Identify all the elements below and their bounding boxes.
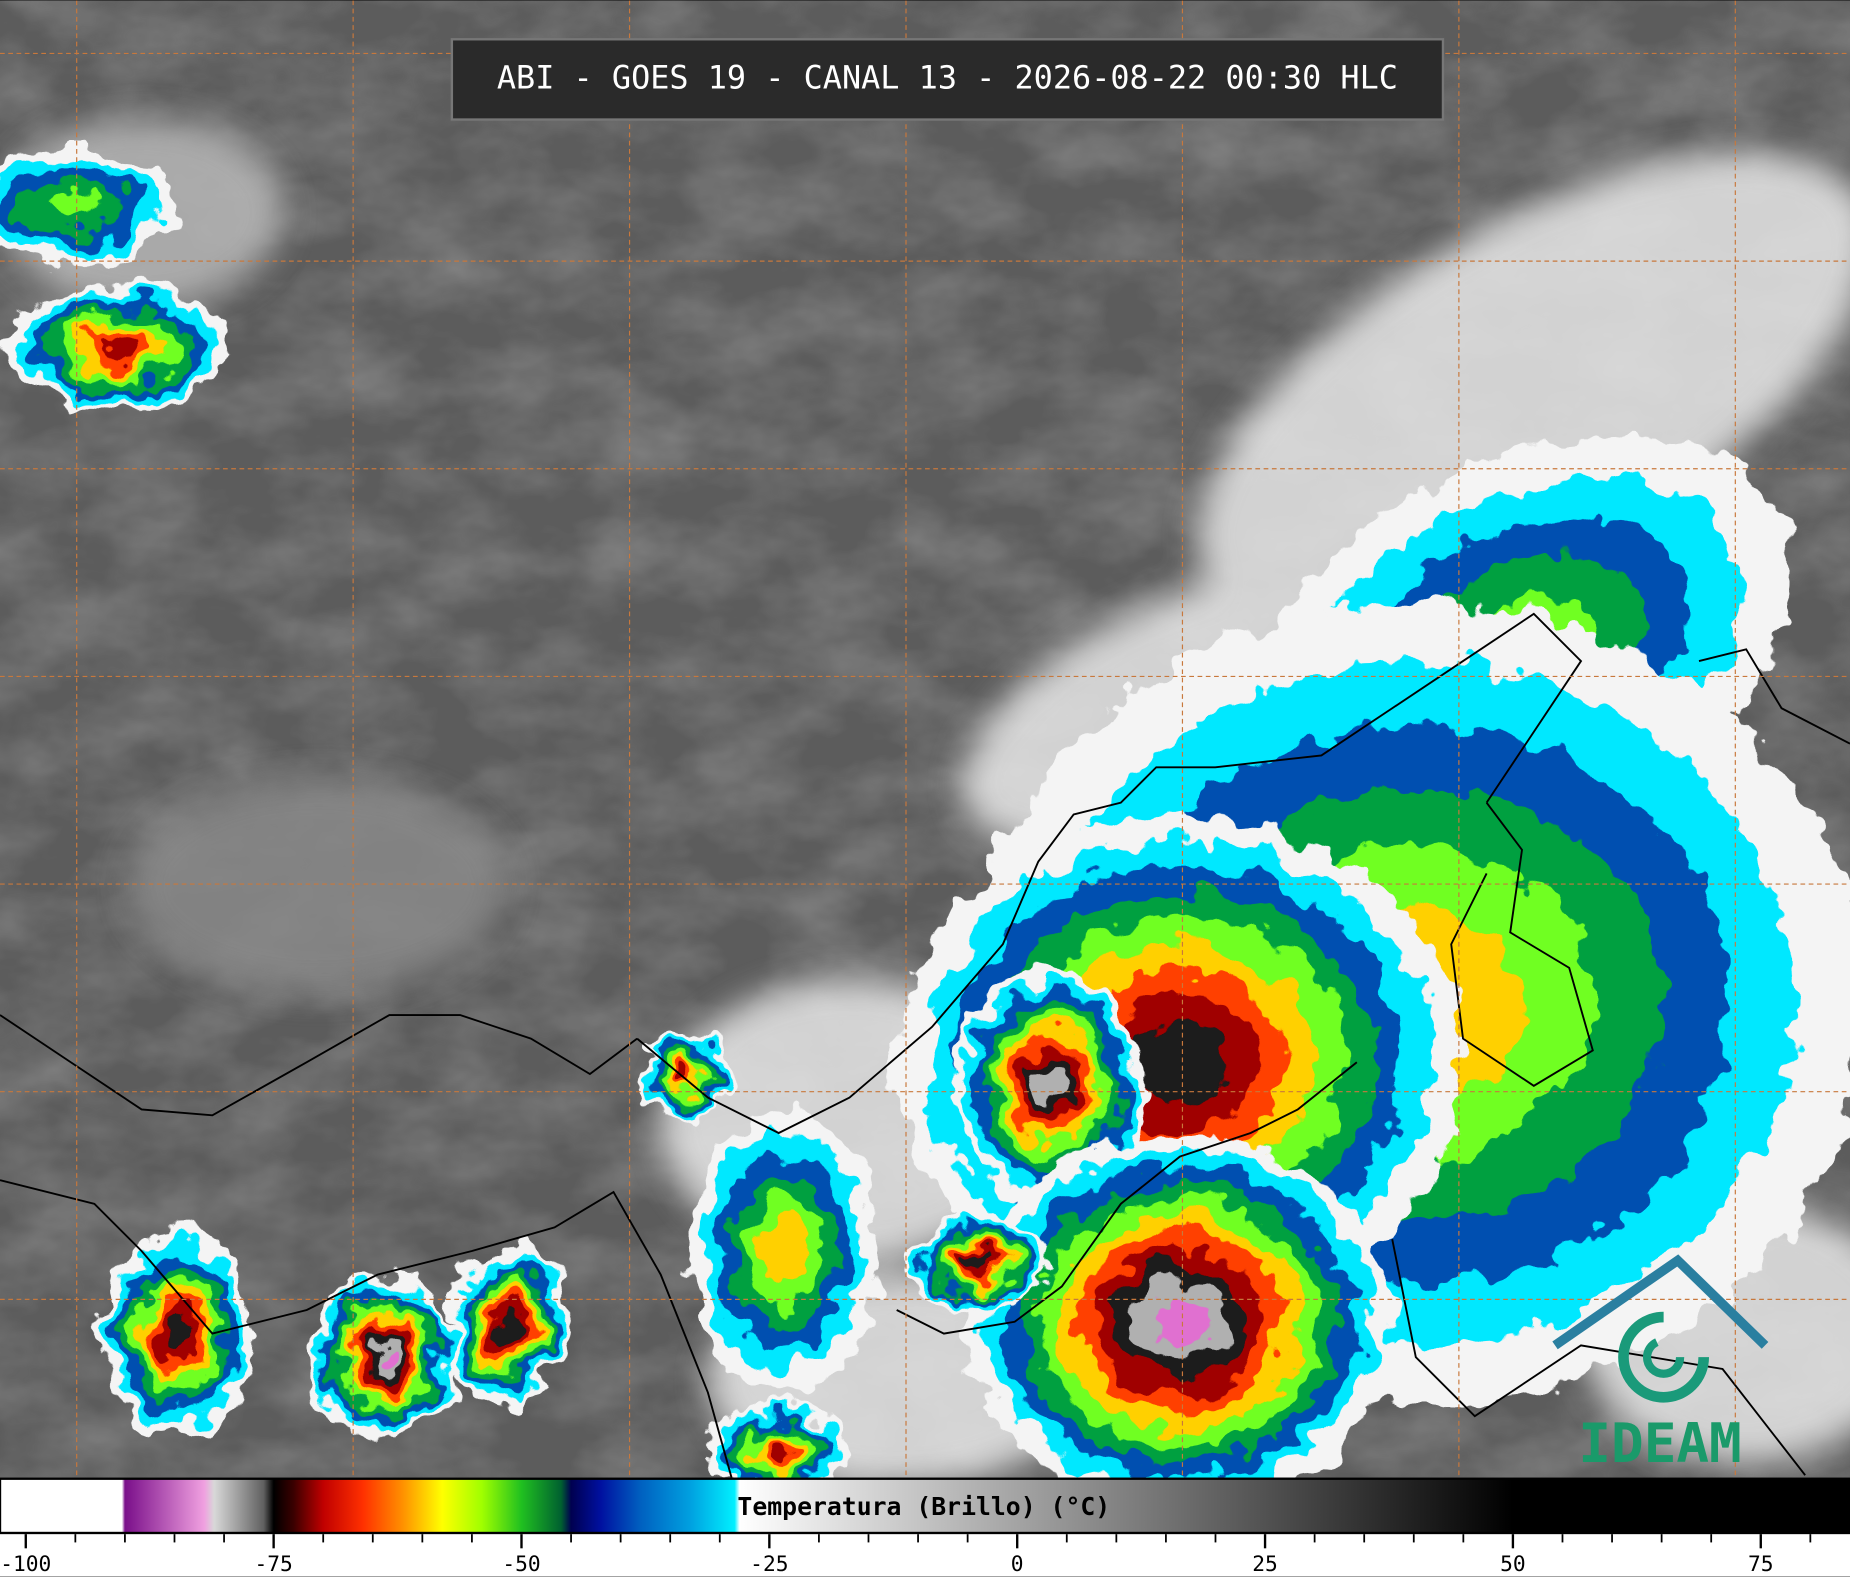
logo-swirl-inner — [1642, 1336, 1685, 1378]
colorbar-label: Temperatura (Brillo) (°C) — [737, 1492, 1110, 1521]
colorbar: -100 -75 -50 -25 0 25 50 75 Temperatura (Brillo)… — [0, 1477, 1850, 1577]
tick-label: -100 — [0, 1552, 51, 1577]
colorbar-strip — [0, 1477, 1850, 1535]
graticule — [0, 0, 1850, 1478]
tick-label: 25 — [1252, 1552, 1278, 1577]
tick-label: -50 — [502, 1552, 540, 1577]
tick-label: 50 — [1500, 1552, 1526, 1577]
cloud-level — [1035, 1068, 1065, 1104]
convective-cells — [0, 147, 1850, 1478]
cloud-level — [373, 1345, 394, 1369]
tick-label: 75 — [1748, 1552, 1774, 1577]
tick-label: -25 — [750, 1552, 788, 1577]
cloud-level — [164, 1316, 190, 1351]
cloud-level — [761, 1216, 808, 1286]
tick-label: 0 — [1011, 1552, 1024, 1577]
cloud-level — [1150, 1295, 1210, 1348]
coastlines — [0, 612, 1850, 1478]
logo: IDEAM — [1552, 1254, 1769, 1475]
tick-label: -75 — [254, 1552, 292, 1577]
cloud-level — [967, 1254, 992, 1271]
logo-roof — [1552, 1254, 1769, 1350]
cloud-level — [675, 1065, 694, 1083]
cloud-level — [765, 1442, 792, 1461]
imagery — [0, 0, 1850, 1478]
cloud-level — [40, 189, 102, 224]
cloud-level — [1132, 1020, 1228, 1104]
title-background — [450, 38, 1445, 121]
logo-text: IDEAM — [1578, 1412, 1741, 1475]
cloud-level — [97, 336, 139, 361]
cloud-level — [497, 1314, 518, 1342]
title-box: ABI - GOES 19 - CANAL 13 - 2026-08-22 00… — [450, 38, 1445, 121]
logo-swirl — [1618, 1311, 1710, 1403]
title: ABI - GOES 19 - CANAL 13 - 2026-08-22 00… — [497, 58, 1398, 96]
